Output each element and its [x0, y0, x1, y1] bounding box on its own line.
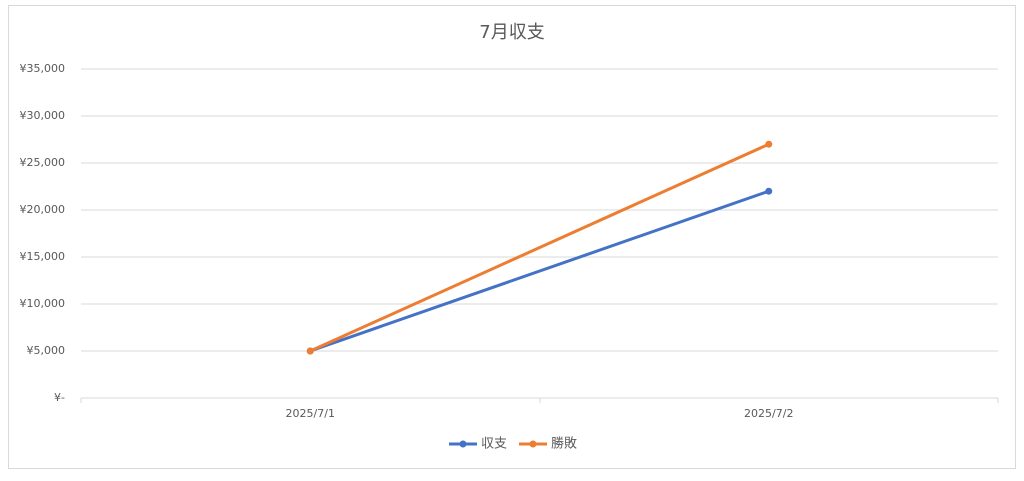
- y-tick-label: ¥-: [54, 391, 65, 404]
- y-tick-label: ¥35,000: [20, 62, 66, 75]
- chart-border: [8, 5, 1016, 469]
- point: [765, 140, 773, 148]
- point: [765, 187, 773, 195]
- chart-title: 7月収支: [479, 22, 544, 43]
- legend-marker: [459, 440, 467, 448]
- point: [306, 347, 314, 355]
- legend-marker: [529, 440, 537, 448]
- x-tick-label: 2025/7/2: [744, 407, 793, 420]
- y-tick-label: ¥30,000: [20, 109, 66, 122]
- legend-label: 収支: [481, 437, 507, 452]
- series-line: [308, 142, 771, 353]
- y-tick-label: ¥20,000: [20, 203, 66, 216]
- y-tick-label: ¥15,000: [20, 250, 66, 263]
- series-line: [308, 189, 771, 353]
- y-tick-label: ¥25,000: [20, 156, 66, 169]
- y-tick-label: ¥5,000: [27, 344, 66, 357]
- y-tick-label: ¥10,000: [20, 297, 66, 310]
- x-tick-label: 2025/7/1: [286, 407, 335, 420]
- legend-label: 勝敗: [551, 437, 577, 452]
